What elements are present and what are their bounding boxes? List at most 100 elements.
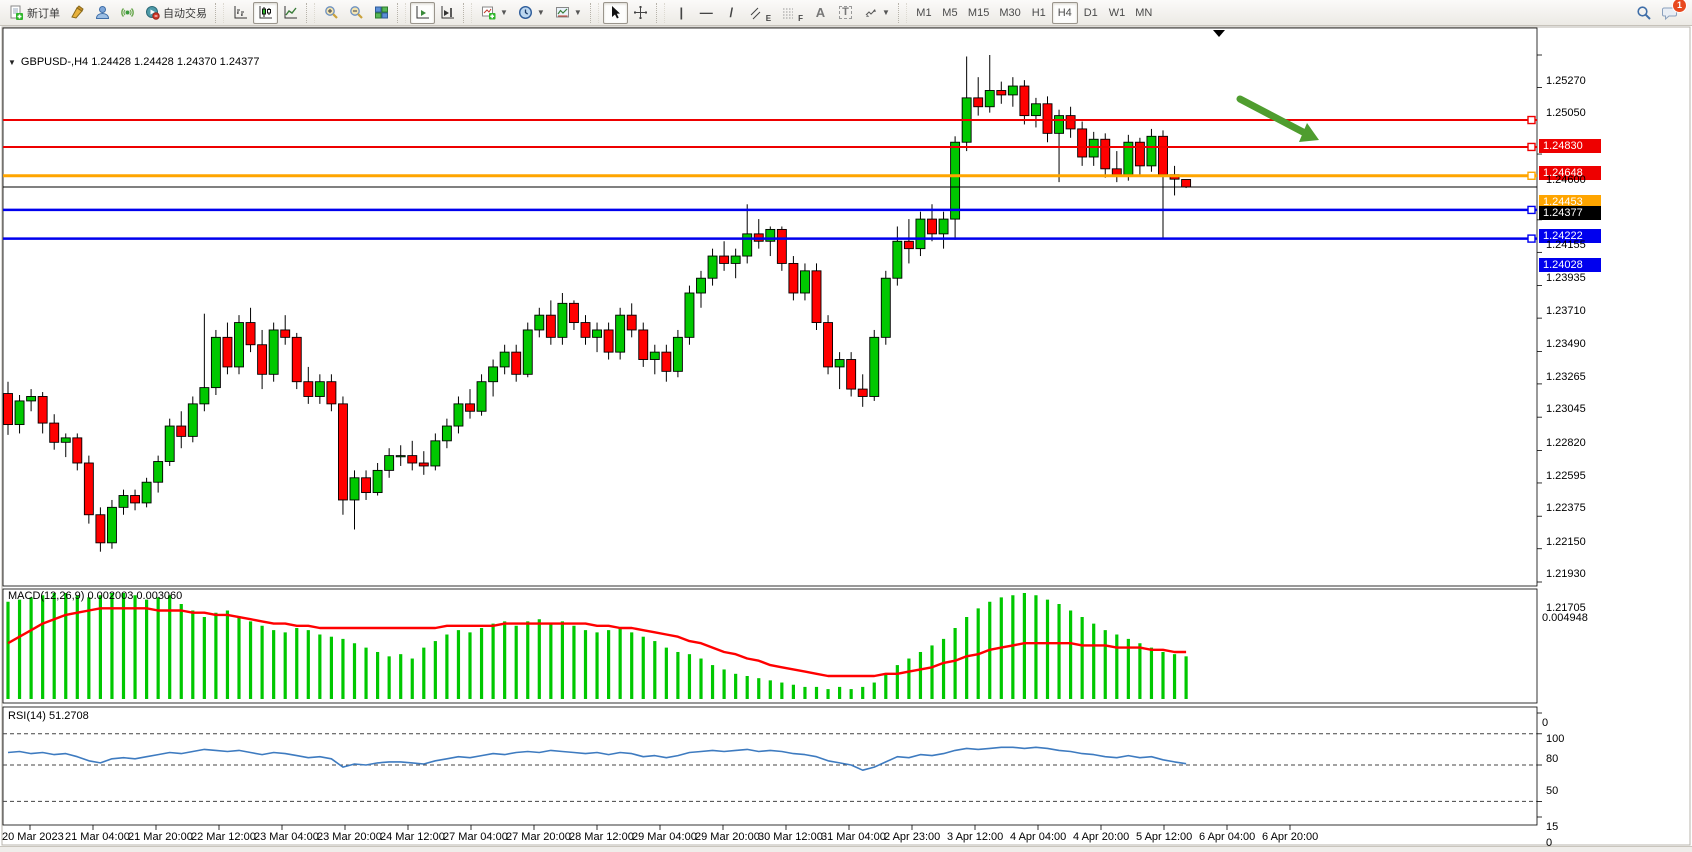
tile-windows-icon (375, 6, 388, 19)
candlestick-chart-button[interactable] (253, 1, 278, 24)
cursor-tool-button[interactable] (602, 1, 628, 24)
auto-trading-button[interactable]: 自动交易 (140, 2, 212, 24)
candle-body (1077, 128, 1088, 158)
candle-body (545, 314, 556, 338)
candle-body (95, 514, 106, 544)
zoom-out-button[interactable] (344, 2, 369, 24)
candle-body (268, 329, 279, 375)
window-bottom-edge (0, 846, 1692, 852)
crosshair-tool-button[interactable] (628, 2, 653, 24)
zoom-in-button[interactable] (319, 2, 344, 24)
trend-arrow-annotation[interactable] (1236, 95, 1307, 136)
fibonacci-tool[interactable]: F (776, 2, 808, 24)
text-tool[interactable]: A (808, 2, 833, 24)
level-anchor (1527, 142, 1536, 152)
candle-body (291, 336, 302, 383)
add-indicator-icon (482, 6, 496, 20)
timeframe-M15[interactable]: M15 (967, 6, 990, 19)
search-button[interactable] (1631, 2, 1657, 24)
line-chart-button[interactable] (278, 2, 303, 24)
auto-scroll-button[interactable] (410, 1, 435, 24)
candle-body (303, 381, 314, 397)
fibonacci-grid-icon (783, 8, 794, 18)
timeframe-M30[interactable]: M30 (999, 6, 1021, 19)
timeframe-M1[interactable]: M1 (916, 6, 932, 19)
accounts-button[interactable] (90, 2, 115, 24)
candle-body (719, 255, 730, 264)
candle-body (973, 97, 984, 108)
toolbar-separator (215, 2, 224, 23)
new-order-button[interactable]: 新订单 (4, 2, 65, 24)
candle-body (684, 292, 695, 338)
main-toolbar: 新订单 自动交易 ▼ ▼ (0, 0, 1692, 26)
candle-body (418, 462, 429, 467)
timeframe-W1[interactable]: W1 (1108, 6, 1126, 19)
notifications-button[interactable]: 1 (1657, 0, 1687, 24)
candle-body (3, 393, 13, 426)
candle-body (534, 314, 545, 331)
level-anchor (1527, 115, 1536, 125)
tile-windows-button[interactable] (369, 2, 394, 24)
text-label-tool[interactable]: T (833, 2, 858, 24)
candle-body (927, 218, 937, 235)
auto-scroll-icon (416, 6, 429, 19)
templates-button[interactable]: ▼ (550, 2, 587, 24)
trendline-tool[interactable]: / (719, 2, 744, 24)
timeframe-bar: M1 M5 M15 M30 H1 H4 D1 W1 MN (911, 1, 1157, 24)
new-order-icon (10, 5, 23, 20)
periods-button[interactable]: ▼ (513, 2, 550, 24)
timeframe-MN[interactable]: MN (1135, 6, 1153, 19)
chart-shift-marker[interactable] (1213, 30, 1225, 37)
chart-canvas[interactable] (0, 26, 1692, 851)
candle-body (592, 329, 602, 338)
toolbar-separator (463, 2, 472, 23)
candle-body (499, 351, 510, 368)
level-anchor (1527, 205, 1536, 215)
indicators-button[interactable]: ▼ (476, 2, 513, 24)
trend-arrow-head[interactable] (1299, 123, 1319, 142)
candle-body (245, 322, 256, 346)
toolbar-separator (306, 2, 315, 23)
timeframe-D1[interactable]: D1 (1083, 6, 1098, 19)
candle-body (800, 270, 810, 294)
signals-button[interactable] (115, 2, 140, 24)
candle-body (672, 336, 683, 372)
arrows-tool[interactable]: ▼ (858, 2, 895, 24)
auto-trading-icon (146, 6, 160, 20)
toolbar-separator (589, 2, 599, 23)
candle-body (903, 240, 914, 250)
chart-shift-button[interactable] (435, 2, 460, 24)
candle-body (557, 302, 568, 338)
fibo-f-label: F (798, 13, 803, 23)
candle-body (49, 422, 60, 443)
candle-body (569, 302, 579, 324)
candle-body (626, 314, 637, 331)
search-icon (1637, 5, 1651, 20)
vertical-line-tool[interactable]: | (669, 2, 694, 24)
equidistant-channel-tool[interactable]: E (744, 2, 776, 24)
candle-body (742, 233, 753, 257)
candle-body (649, 351, 660, 360)
timeframe-H4[interactable]: H4 (1051, 1, 1078, 24)
horizontal-line-tool[interactable]: — (694, 2, 719, 24)
candle-body (1181, 179, 1192, 188)
timeframe-H1[interactable]: H1 (1031, 6, 1046, 19)
bar-chart-icon (234, 6, 247, 19)
timeframe-M5[interactable]: M5 (942, 6, 958, 19)
candle-body (1019, 85, 1030, 117)
candle-body (441, 425, 452, 442)
level-anchor (1527, 171, 1536, 180)
candle-body (811, 270, 822, 324)
candle-body (661, 351, 672, 372)
candle-body (1088, 138, 1099, 158)
candle-body (37, 396, 48, 424)
candle-body (476, 381, 487, 412)
candle-body (1146, 135, 1157, 167)
candle-body (314, 381, 325, 397)
styler-button[interactable] (65, 2, 90, 24)
candle-body (1111, 168, 1122, 176)
candle-body (1042, 103, 1053, 134)
bar-chart-button[interactable] (228, 2, 253, 24)
candle-body (60, 437, 71, 443)
candle-body (1030, 103, 1041, 117)
